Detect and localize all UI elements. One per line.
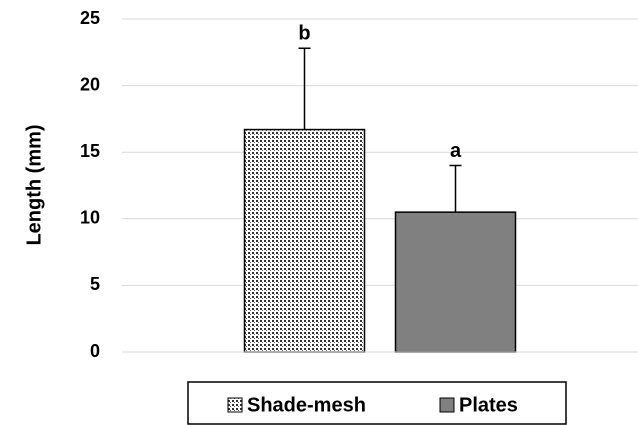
- y-tick-label: 25: [80, 8, 100, 28]
- legend-label: Shade-mesh: [247, 394, 366, 416]
- legend-swatch: [439, 397, 455, 413]
- y-tick-label: 5: [90, 274, 100, 294]
- bar: [243, 128, 366, 353]
- bar: [394, 211, 517, 353]
- y-tick-label: 10: [80, 208, 100, 228]
- y-tick-label: 15: [80, 141, 100, 161]
- y-tick-label: 0: [90, 341, 100, 361]
- y-axis-label: Length (mm): [23, 124, 45, 245]
- error-bar: [298, 47, 311, 130]
- legend-label: Plates: [459, 394, 518, 416]
- legend-box: [187, 381, 567, 425]
- legend-swatch: [227, 397, 243, 413]
- annotation: b: [298, 23, 310, 45]
- error-bar: [449, 164, 462, 213]
- annotation: a: [450, 140, 462, 162]
- y-tick-label: 20: [80, 74, 100, 94]
